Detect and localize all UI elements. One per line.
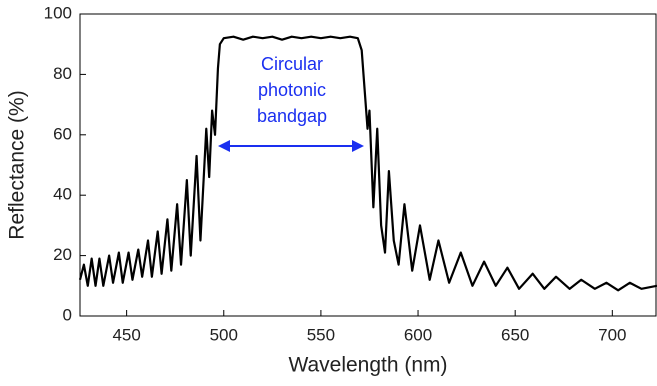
y-tick-label: 20 <box>53 245 72 264</box>
x-tick-label: 650 <box>501 325 529 344</box>
y-tick-label: 100 <box>44 3 72 22</box>
annotation: photonic <box>258 80 326 100</box>
x-tick-label: 450 <box>112 325 140 344</box>
annotation: bandgap <box>257 106 327 126</box>
x-tick-label: 550 <box>307 325 335 344</box>
annotation-arrow <box>218 140 364 152</box>
x-tick-label: 600 <box>404 325 432 344</box>
y-tick-label: 40 <box>53 185 72 204</box>
y-tick-label: 80 <box>53 64 72 83</box>
x-tick-label: 500 <box>210 325 238 344</box>
x-axis-title: Wavelength (nm) <box>288 354 447 377</box>
y-tick-label: 60 <box>53 124 72 143</box>
annotation: Circular <box>261 54 323 74</box>
plot-frame <box>79 13 657 317</box>
y-axis-title: Reflectance (%) <box>6 90 29 239</box>
spectrum-line <box>78 35 657 292</box>
x-tick-label: 700 <box>598 325 626 344</box>
y-tick-label: 0 <box>63 305 72 324</box>
